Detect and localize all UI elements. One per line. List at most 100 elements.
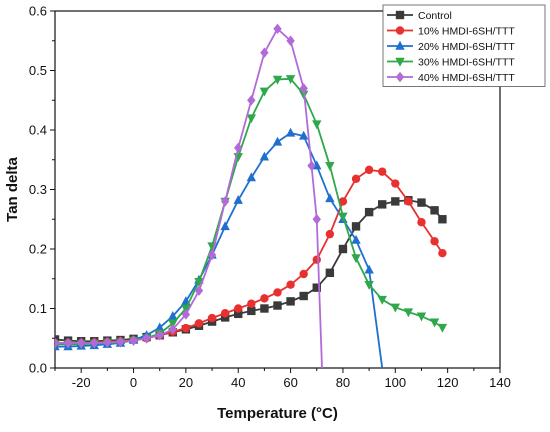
data-point: [233, 195, 243, 204]
data-point: [63, 337, 73, 349]
data-point: [403, 308, 414, 318]
y-tick-label: 0.5: [29, 63, 47, 78]
data-point: [438, 248, 447, 258]
data-point: [207, 313, 217, 323]
data-point: [416, 312, 427, 322]
data-point: [273, 23, 282, 35]
data-point: [247, 299, 256, 308]
data-point: [246, 114, 257, 124]
data-point: [272, 136, 283, 146]
data-point: [351, 174, 361, 183]
data-point: [351, 222, 361, 231]
data-point: [391, 179, 400, 188]
data-point: [168, 311, 178, 320]
x-tick-label: 120: [437, 375, 459, 390]
legend-label: 40% HMDI-6SH/TTT: [418, 72, 515, 84]
data-point: [299, 83, 308, 94]
series-line: [55, 168, 444, 344]
legend-label: 30% HMDI-6SH/TTT: [418, 57, 515, 69]
data-point: [378, 200, 387, 209]
x-tick-label: 60: [283, 375, 297, 390]
x-tick-label: 20: [179, 375, 193, 390]
data-point: [90, 337, 99, 349]
data-point: [298, 130, 309, 140]
data-point: [325, 193, 335, 203]
y-tick-label: 0.4: [29, 123, 47, 138]
legend-marker: [395, 10, 405, 20]
x-tick-label: 140: [489, 375, 511, 390]
y-tick-label: 0.0: [29, 361, 47, 376]
data-point: [142, 333, 151, 344]
series-line: [55, 132, 384, 368]
data-point: [285, 75, 296, 85]
x-tick-label: -20: [72, 375, 91, 390]
series-line: [55, 199, 444, 343]
data-point: [312, 283, 321, 292]
data-point: [273, 288, 282, 297]
axes: -20 0 20 40 60 80 100 120 140 0.0 0.1 0.2 0.3 0.4 0.5 0…: [29, 4, 511, 391]
legend-marker: [395, 26, 405, 35]
x-tick-label: 100: [384, 375, 406, 390]
data-point: [259, 151, 270, 161]
data-point: [338, 212, 348, 222]
legend-marker: [395, 40, 405, 50]
legend-marker: [395, 71, 405, 83]
legend-label: Control: [418, 10, 452, 22]
data-point: [194, 285, 204, 296]
data-point: [351, 234, 361, 244]
data-point: [194, 278, 204, 287]
data-point: [325, 229, 335, 239]
series-5: [55, 23, 323, 368]
data-point: [220, 309, 230, 318]
data-point: [55, 337, 60, 349]
data-point: [364, 281, 374, 290]
data-point: [312, 120, 322, 130]
data-point: [286, 297, 295, 306]
data-point: [220, 196, 230, 207]
legend-marker: [395, 57, 405, 67]
data-point: [259, 87, 270, 97]
data-point: [312, 214, 321, 225]
y-tick-label: 0.6: [29, 4, 47, 19]
data-point: [168, 324, 177, 335]
data-point: [103, 337, 112, 348]
data-point: [338, 197, 348, 206]
data-point: [351, 254, 361, 264]
data-point: [181, 309, 191, 320]
data-point: [364, 207, 374, 217]
data-point: [116, 336, 125, 348]
data-point: [286, 280, 295, 289]
legend-label: 20% HMDI-6SH/TTT: [418, 41, 515, 53]
data-point: [378, 167, 387, 176]
data-point: [438, 215, 447, 224]
data-point: [76, 337, 86, 349]
data-point: [260, 47, 269, 58]
data-point: [364, 264, 374, 274]
data-point: [417, 218, 426, 227]
x-axis-title: Temperature (°C): [217, 405, 338, 422]
data-point: [286, 35, 295, 46]
y-tick-label: 0.1: [29, 301, 47, 316]
legend-item: Control: [387, 10, 452, 22]
data-point: [417, 198, 426, 207]
data-point: [325, 268, 335, 277]
data-point: [234, 309, 243, 319]
data-point: [299, 269, 308, 279]
y-axis-title: Tan delta: [4, 156, 21, 221]
data-point: [364, 165, 374, 175]
data-point: [155, 322, 165, 332]
legend-item: 20% HMDI-6SH/TTT: [387, 40, 515, 53]
data-point: [247, 306, 256, 316]
data-point: [207, 249, 217, 261]
data-point: [181, 323, 191, 333]
data-point: [299, 291, 308, 301]
y-tick-label: 0.3: [29, 182, 47, 197]
data-point: [220, 221, 230, 231]
data-point: [437, 323, 448, 333]
data-point: [246, 172, 257, 182]
data-point: [307, 160, 316, 171]
data-point: [272, 75, 283, 85]
x-tick-label: 40: [231, 375, 245, 390]
data-point: [338, 244, 348, 254]
